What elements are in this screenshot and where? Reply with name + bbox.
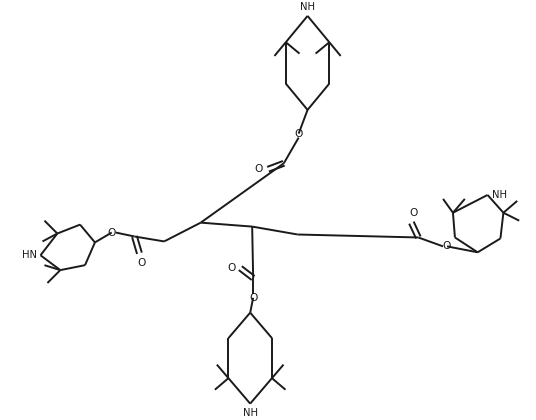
Text: O: O — [227, 263, 235, 273]
Text: O: O — [137, 258, 146, 268]
Text: O: O — [443, 241, 451, 252]
Text: O: O — [108, 228, 116, 238]
Text: NH: NH — [492, 190, 507, 200]
Text: HN: HN — [21, 250, 36, 260]
Text: NH: NH — [243, 407, 258, 417]
Text: NH: NH — [300, 2, 315, 12]
Text: O: O — [255, 164, 263, 174]
Text: O: O — [409, 208, 418, 218]
Text: O: O — [294, 129, 303, 139]
Text: O: O — [249, 293, 257, 303]
